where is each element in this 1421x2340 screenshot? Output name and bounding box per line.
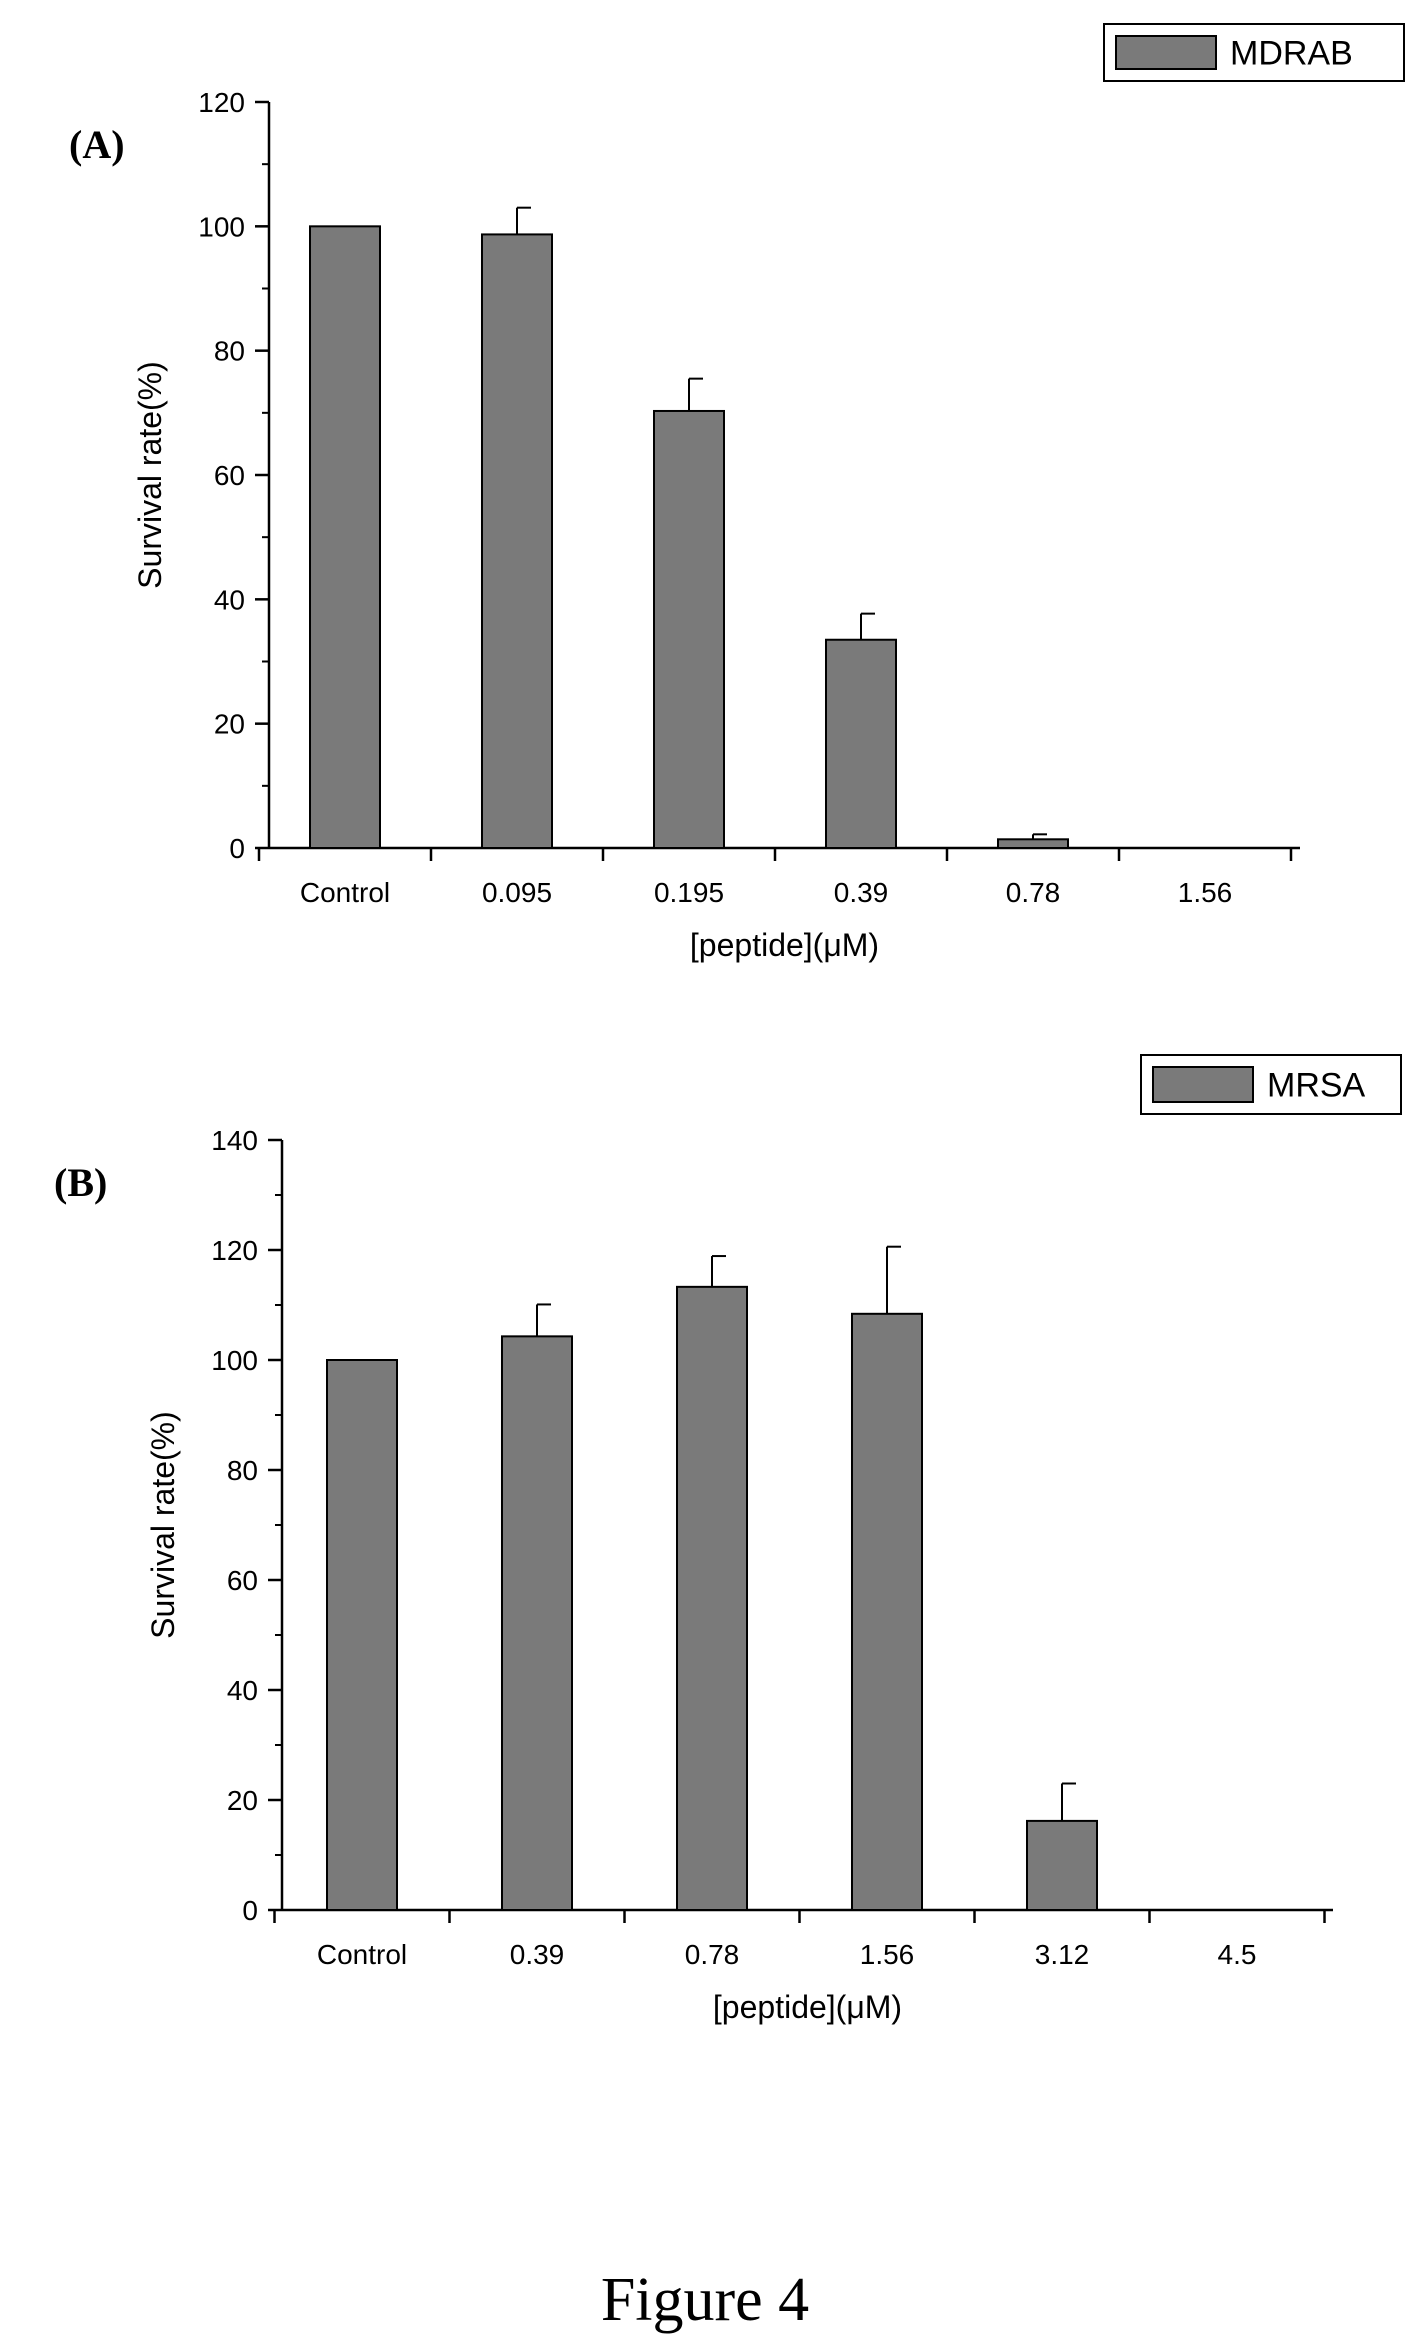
y-tick-label: 100 xyxy=(211,1345,258,1376)
bar xyxy=(309,225,381,850)
y-axis-title: Survival rate(%) xyxy=(145,1411,181,1639)
bar xyxy=(851,1312,923,1912)
y-tick-label: 80 xyxy=(214,336,245,367)
x-tick-label: 1.56 xyxy=(1178,877,1233,908)
bar xyxy=(1026,1819,1098,1912)
x-tick-label: 0.39 xyxy=(510,1939,565,1970)
legend-swatch xyxy=(1115,35,1217,70)
y-tick-label: 60 xyxy=(214,460,245,491)
y-tick-label: 20 xyxy=(214,709,245,740)
bar xyxy=(653,409,725,849)
bar xyxy=(326,1359,398,1911)
x-tick-label: 0.78 xyxy=(685,1939,740,1970)
legend-label: MRSA xyxy=(1267,1067,1366,1105)
x-tick-label: 3.12 xyxy=(1035,1939,1090,1970)
panel-a-chart: (A) 0 20 40 60 80 100 120 Control 0.095 0.195 0.39 0… xyxy=(69,23,1405,963)
x-tick-label: Control xyxy=(300,877,390,908)
x-tick-label: 0.195 xyxy=(654,877,724,908)
bar xyxy=(997,838,1069,850)
panel-b-chart: (B) 0 20 40 60 80 100 120 140 Control 0.39 0.78 1.56… xyxy=(54,1054,1402,2025)
x-tick-label: 4.5 xyxy=(1218,1939,1257,1970)
x-tick-label: 0.39 xyxy=(834,877,889,908)
y-tick-label: 80 xyxy=(227,1455,258,1486)
x-axis-title: [peptide](μM) xyxy=(690,927,879,963)
legend-label: MDRAB xyxy=(1230,35,1353,73)
x-axis-title: [peptide](μM) xyxy=(713,1989,902,2025)
legend-swatch xyxy=(1152,1066,1254,1103)
panel-label: (A) xyxy=(69,122,125,167)
y-tick-label: 120 xyxy=(211,1235,258,1266)
y-tick-label: 100 xyxy=(198,211,245,242)
bar xyxy=(481,233,553,850)
y-tick-label: 40 xyxy=(214,584,245,615)
figure-caption: Figure 4 xyxy=(601,2266,809,2334)
bar xyxy=(676,1285,748,1911)
x-tick-label: 1.56 xyxy=(860,1939,915,1970)
x-tick-label: Control xyxy=(317,1939,407,1970)
bar xyxy=(825,638,897,849)
x-tick-label: 0.78 xyxy=(1006,877,1061,908)
y-tick-label: 0 xyxy=(242,1895,258,1926)
y-tick-label: 140 xyxy=(211,1125,258,1156)
panel-label: (B) xyxy=(54,1160,107,1205)
y-tick-label: 20 xyxy=(227,1785,258,1816)
y-tick-label: 0 xyxy=(229,833,245,864)
y-tick-label: 120 xyxy=(198,87,245,118)
y-tick-label: 60 xyxy=(227,1565,258,1596)
y-tick-label: 40 xyxy=(227,1675,258,1706)
y-axis-title: Survival rate(%) xyxy=(132,361,168,589)
bar xyxy=(501,1335,573,1911)
x-tick-label: 0.095 xyxy=(482,877,552,908)
